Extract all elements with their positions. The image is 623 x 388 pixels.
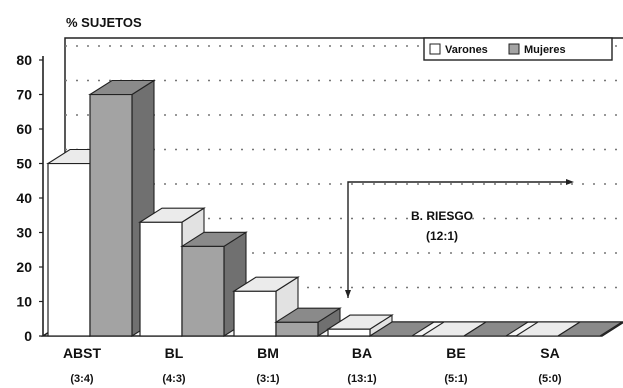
x-category-label: BE xyxy=(446,345,465,361)
x-category-ratio: (5:1) xyxy=(444,373,468,385)
y-tick-label: 50 xyxy=(16,156,32,172)
legend-label-varones: Varones xyxy=(445,44,488,56)
y-tick-label: 80 xyxy=(16,52,32,68)
y-tick-label: 60 xyxy=(16,121,32,137)
x-category-ratio: (5:0) xyxy=(538,373,562,385)
x-category-ratio: (3:1) xyxy=(256,373,280,385)
bar-top xyxy=(232,276,300,292)
bar-mujeres-ba xyxy=(368,321,436,337)
x-category-label: BM xyxy=(257,345,279,361)
bar-front xyxy=(139,221,183,337)
bar-front xyxy=(327,328,371,337)
x-category-ratio: (3:4) xyxy=(70,373,94,385)
annotation-arrow-right xyxy=(566,179,574,185)
annotation-arrow-left xyxy=(345,290,351,298)
bar-top xyxy=(274,307,342,323)
x-category-label: SA xyxy=(540,345,559,361)
bar-mujeres-bl xyxy=(180,231,248,338)
legend: Varones Mujeres xyxy=(423,37,613,61)
y-axis: 0 10 20 30 40 50 60 70 80 xyxy=(16,52,44,344)
bar-front xyxy=(47,162,91,337)
legend-label-mujeres: Mujeres xyxy=(524,44,566,56)
bar-front xyxy=(89,93,133,337)
x-category-label: BL xyxy=(165,345,184,361)
risk-annotation: B. RIESGO (12:1) xyxy=(345,179,574,298)
bar-top xyxy=(462,321,530,337)
y-axis-title: % SUJETOS xyxy=(66,15,142,30)
legend-swatch-varones xyxy=(429,43,441,55)
y-tick-label: 10 xyxy=(16,294,32,310)
x-category-ratio: (13:1) xyxy=(347,373,377,385)
y-tick-label: 30 xyxy=(16,225,32,241)
y-tick-label: 20 xyxy=(16,259,32,275)
bar-mujeres-sa xyxy=(556,321,623,337)
x-axis-labels: ABST (3:4) BL (4:3) BM (3:1) BA (13:1) BE (5:1) SA… xyxy=(63,345,562,385)
y-tick-label: 40 xyxy=(16,190,32,206)
annotation-bracket xyxy=(347,181,568,298)
bar-front xyxy=(233,290,277,337)
bar-top xyxy=(138,207,206,223)
bar-front xyxy=(181,245,225,337)
bar-mujeres-bm xyxy=(274,307,342,338)
y-tick-label: 70 xyxy=(16,87,32,103)
bar-top xyxy=(556,321,623,337)
bar-top xyxy=(326,314,394,330)
x-category-label: BA xyxy=(352,345,372,361)
bar-front xyxy=(275,321,319,337)
bars xyxy=(46,79,623,338)
bar-top xyxy=(180,231,248,247)
bar-mujeres-abst xyxy=(88,79,156,338)
bar-top xyxy=(368,321,436,337)
x-category-label: ABST xyxy=(63,345,102,361)
bar-varones-bm xyxy=(232,276,300,338)
bar-varones-ba xyxy=(326,314,394,338)
annotation-label: B. RIESGO xyxy=(411,209,473,223)
legend-swatch-mujeres xyxy=(508,43,520,55)
y-tick-label: 0 xyxy=(24,328,32,344)
bar-mujeres-be xyxy=(462,321,530,337)
x-category-ratio: (4:3) xyxy=(162,373,186,385)
bar-top xyxy=(88,79,156,96)
annotation-sublabel: (12:1) xyxy=(426,229,458,243)
